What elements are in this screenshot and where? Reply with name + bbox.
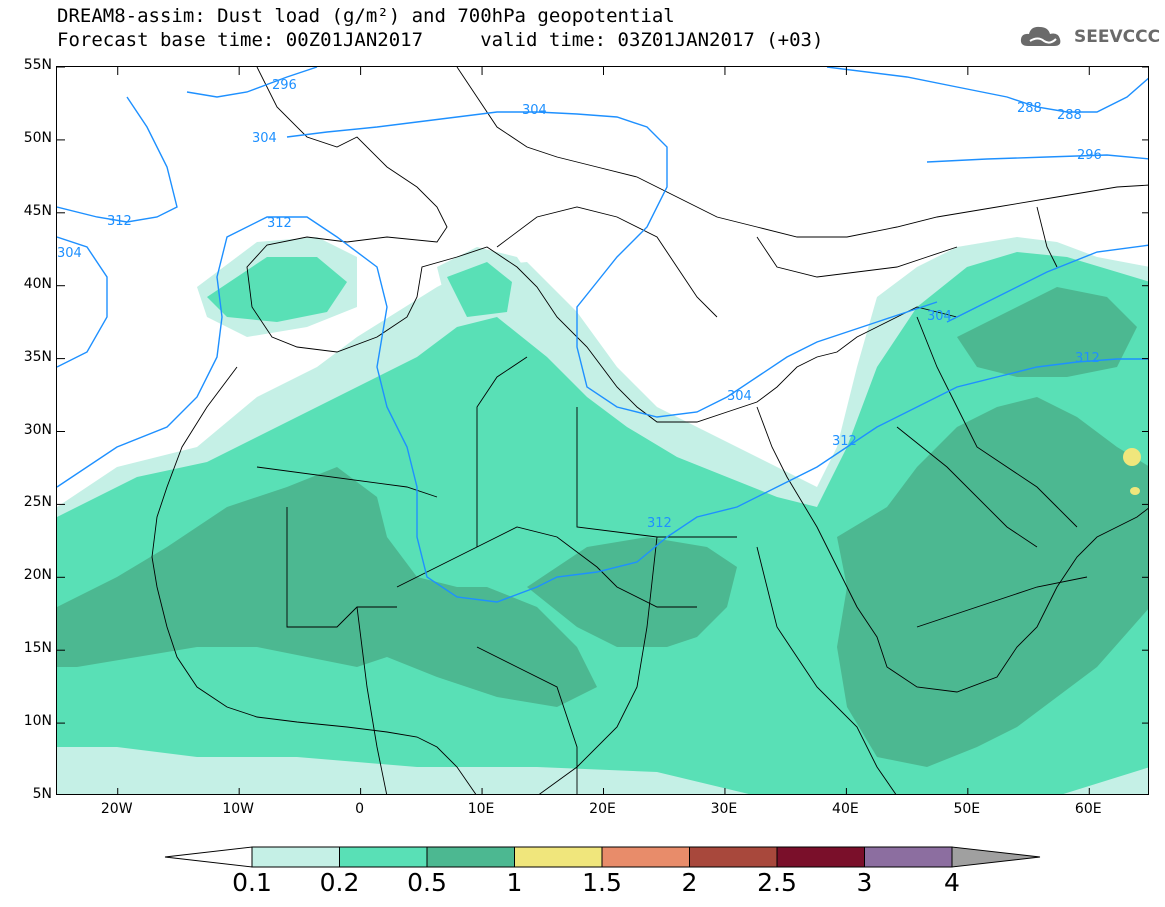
- graticule-ticks: [57, 67, 1148, 794]
- colorbar-segment: [776, 846, 865, 868]
- contour-label: 304: [57, 246, 82, 261]
- colorbar-segment: [251, 846, 340, 868]
- latitude-label: 5N: [32, 786, 52, 802]
- colorbar-over-triangle: [951, 846, 1041, 868]
- longitude-label: 40E: [832, 801, 859, 817]
- colorbar-tick-label: 2.5: [757, 868, 797, 897]
- latitude-label: 40N: [23, 275, 52, 292]
- contour-label: 296: [1077, 148, 1102, 163]
- colorbar-segment: [689, 846, 778, 868]
- map-canvas: 296 304 312 304 312 304 288 288 296 304 …: [57, 67, 1148, 794]
- colorbar-segment: [864, 846, 953, 868]
- contour-label: 288: [1017, 101, 1042, 116]
- colorbar-under-triangle: [164, 846, 253, 868]
- contour-label: 296: [272, 78, 297, 93]
- contour-label: 312: [647, 516, 672, 531]
- latitude-label: 20N: [23, 567, 52, 584]
- colorbar-segment: [514, 846, 603, 868]
- forecast-time-line: Forecast base time: 00Z01JAN2017 valid t…: [57, 29, 824, 51]
- contour-label: 312: [832, 434, 857, 449]
- latitude-label: 35N: [23, 348, 52, 365]
- longitude-label: 0: [355, 801, 365, 817]
- contour-label: 312: [267, 216, 292, 231]
- logo-text: SEEVCCC: [1074, 27, 1161, 47]
- latitude-label: 50N: [23, 129, 52, 146]
- contour-label: 304: [727, 389, 752, 404]
- contour-label: 312: [107, 214, 132, 229]
- longitude-label: 60E: [1074, 801, 1102, 817]
- colorbar-segment: [426, 846, 515, 868]
- colorbar-segment: [601, 846, 690, 868]
- colorbar-tick-label: 4: [944, 868, 960, 897]
- contour-label: 304: [927, 309, 952, 324]
- seevccc-logo: SEEVCCC: [1018, 22, 1160, 52]
- latitude-label: 25N: [23, 494, 52, 511]
- colorbar-tick-label: 2: [681, 868, 698, 897]
- map-title: DREAM8-assim: Dust load (g/m²) and 700hP…: [57, 5, 675, 27]
- longitude-label: 50E: [953, 801, 981, 817]
- dust-level-4-area: [1123, 448, 1141, 495]
- colorbar-tick-label: 0.2: [319, 868, 360, 897]
- longitude-label: 20E: [589, 801, 616, 817]
- colorbar-tick-label: 1: [506, 868, 523, 897]
- latitude-label: 45N: [23, 202, 52, 219]
- contour-label: 288: [1057, 108, 1082, 123]
- longitude-label: 10E: [467, 801, 495, 817]
- colorbar: [164, 846, 1041, 868]
- latitude-label: 55N: [23, 57, 52, 73]
- longitude-label: 20W: [100, 801, 133, 817]
- contour-label: 304: [252, 131, 277, 146]
- latitude-label: 10N: [23, 713, 52, 730]
- contour-label: 312: [1075, 351, 1100, 366]
- colorbar-tick-label: 0.5: [407, 868, 447, 897]
- latitude-label: 15N: [23, 640, 52, 657]
- geopotential-contours: [57, 67, 1148, 603]
- colorbar-tick-label: 1.5: [582, 868, 622, 897]
- colorbar-tick-label: 0.1: [232, 868, 272, 897]
- dust-load-map: 296 304 312 304 312 304 288 288 296 304 …: [56, 66, 1149, 795]
- colorbar-segment: [339, 846, 428, 868]
- colorbar-tick-label: 3: [856, 868, 873, 897]
- longitude-label: 30E: [710, 801, 738, 817]
- cloud-logo-icon: [1020, 26, 1061, 46]
- contour-labels: 296 304 312 304 312 304 288 288 296 304 …: [57, 78, 1102, 531]
- contour-label: 304: [522, 103, 547, 118]
- dust-level-3-area: [57, 287, 1148, 767]
- latitude-label: 30N: [23, 421, 52, 438]
- coastlines-borders: [151, 67, 1148, 794]
- longitude-label: 10W: [222, 801, 254, 817]
